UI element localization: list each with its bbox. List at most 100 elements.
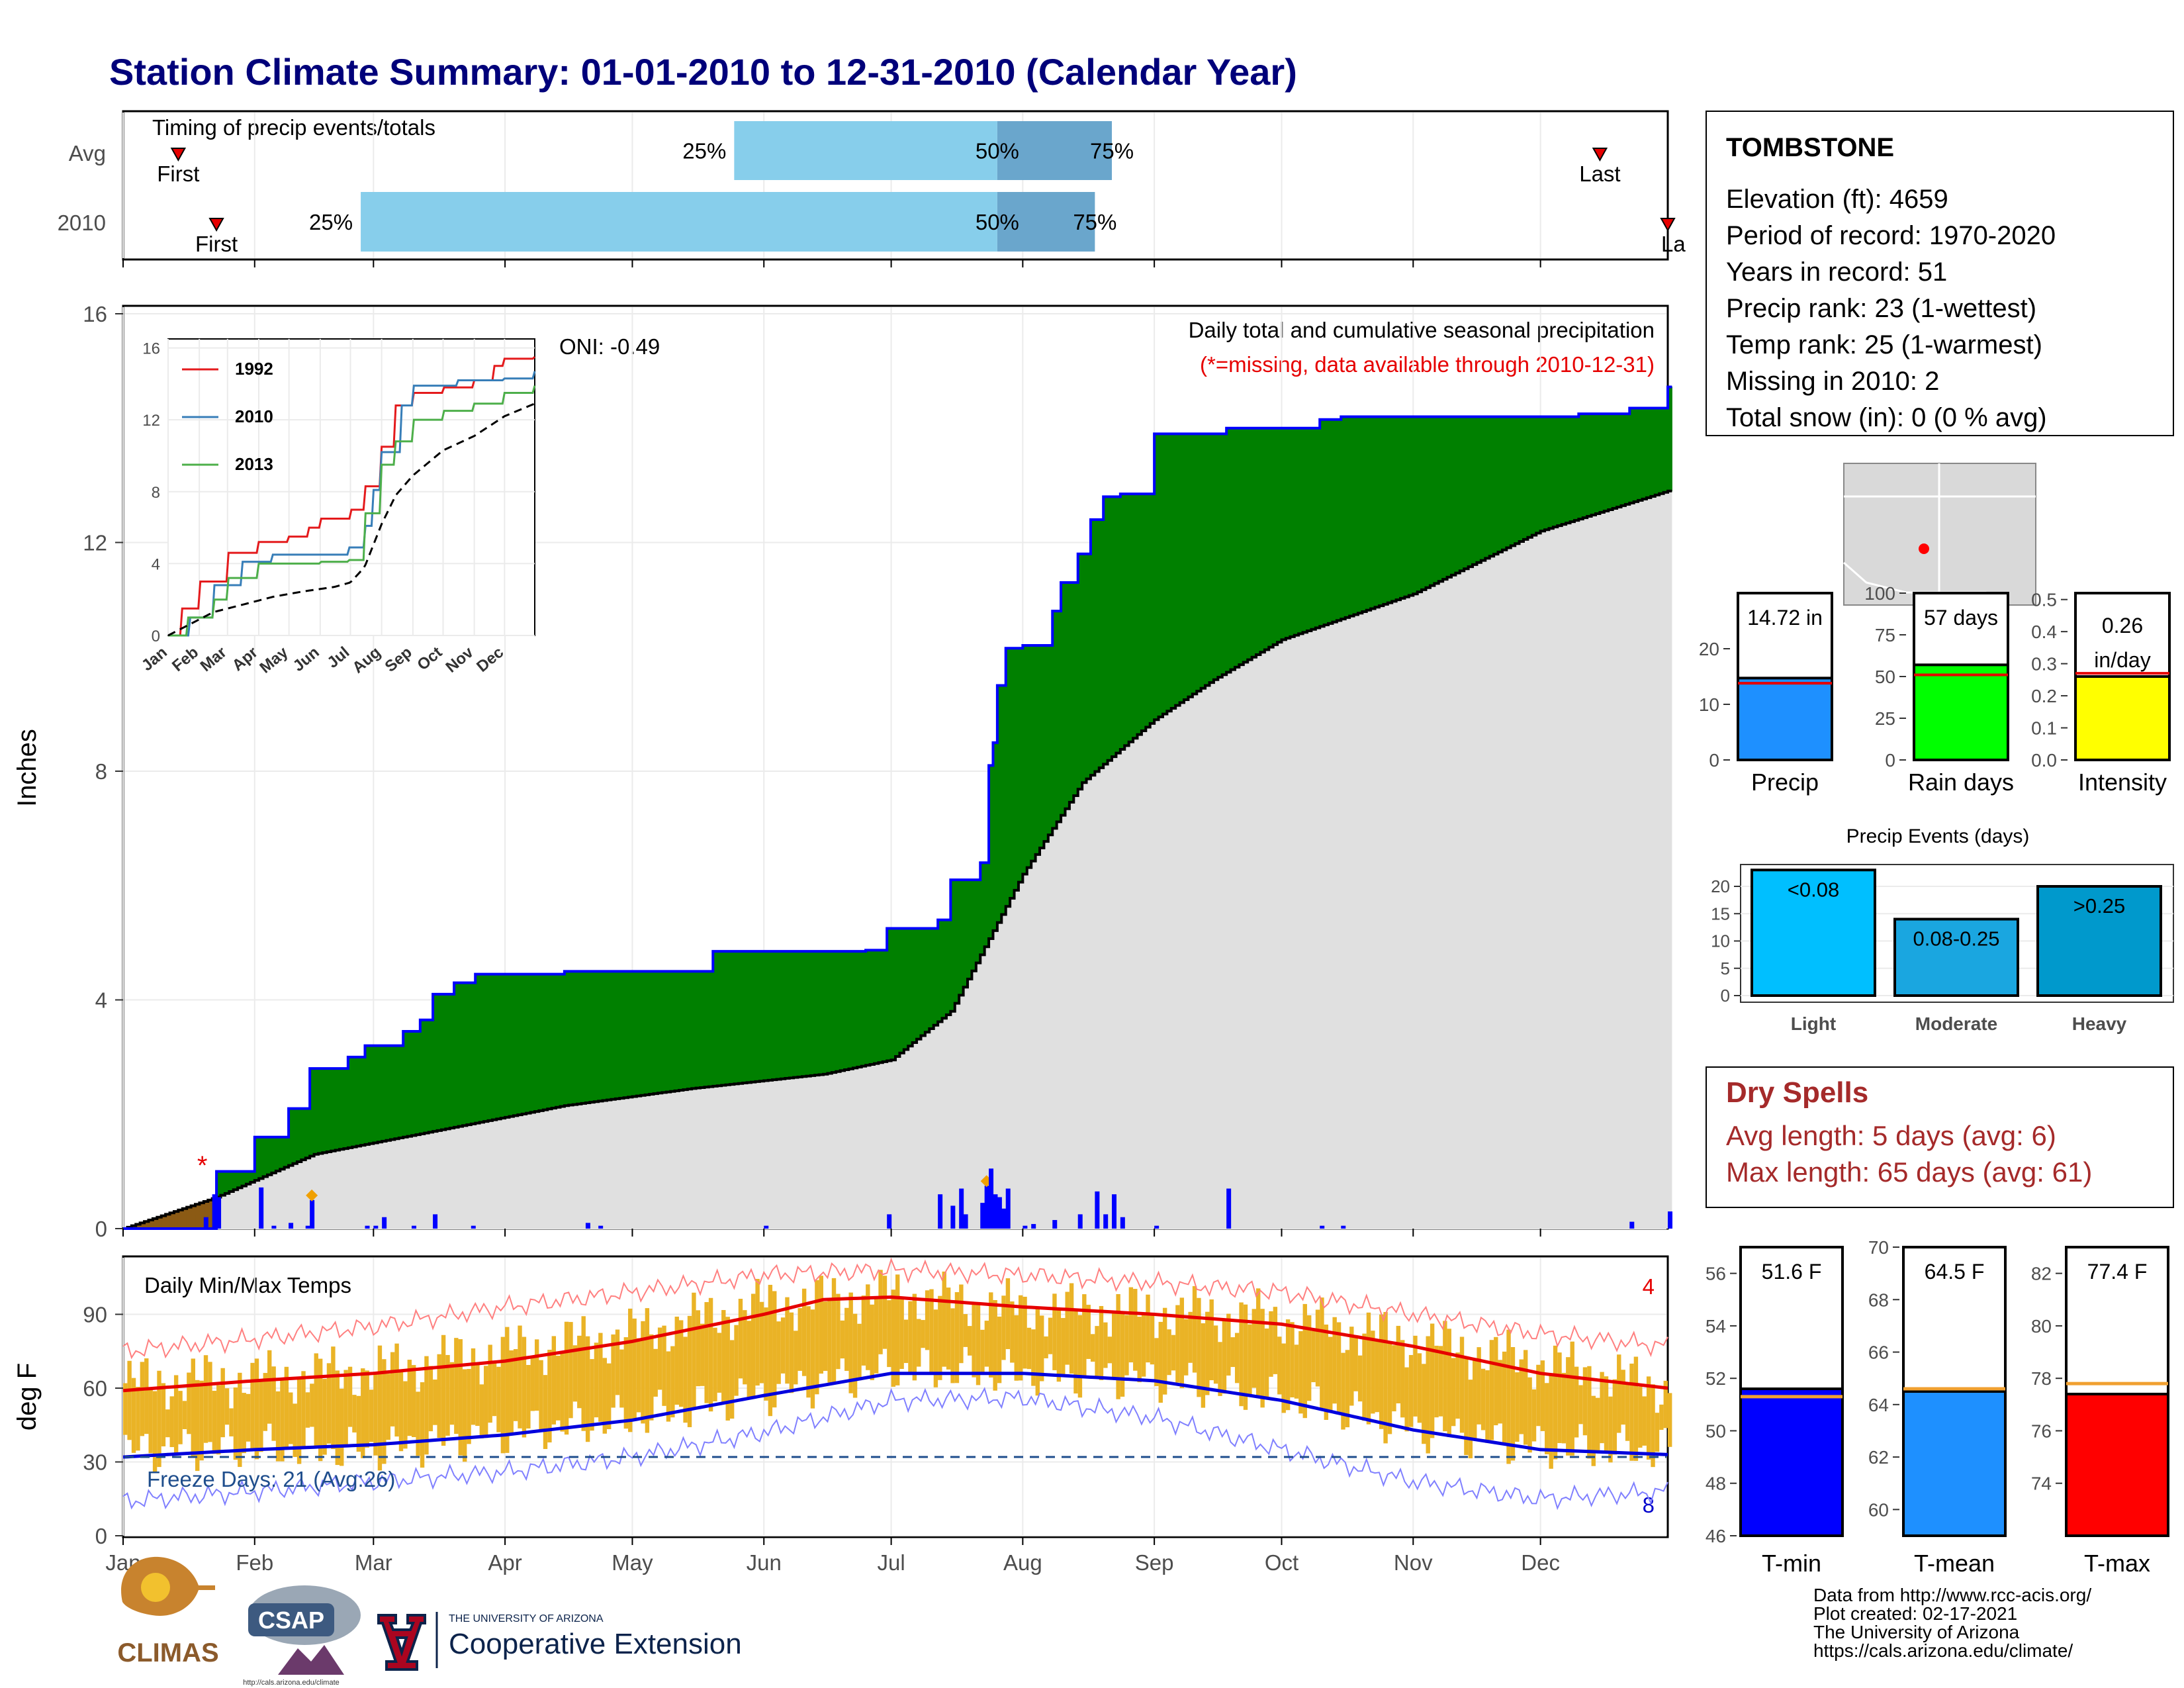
daily-temp-bar <box>1332 1317 1337 1404</box>
daily-temp-bar <box>161 1383 166 1446</box>
daily-temp-bar <box>1171 1335 1176 1371</box>
daily-temp-bar <box>1430 1323 1435 1438</box>
daily-temp-bar <box>1239 1302 1244 1407</box>
daily-temp-bar <box>1052 1293 1057 1370</box>
precip-events-bar-label: <0.08 <box>1788 878 1839 901</box>
daily-temp-bar <box>318 1358 323 1462</box>
daily-temp-bar <box>882 1276 887 1349</box>
daily-temp-bar <box>806 1306 811 1398</box>
daily-temp-bar <box>361 1368 365 1458</box>
page-title: Station Climate Summary: 01-01-2010 to 1… <box>109 51 1297 93</box>
month-axis-label: Aug <box>1003 1550 1042 1575</box>
inset-legend-label: 2013 <box>235 454 273 474</box>
daily-temp-bar <box>1222 1320 1227 1394</box>
temp-bar-tick-label-2: 74 <box>2031 1474 2052 1494</box>
climas-logo: CLIMAS <box>117 1556 219 1667</box>
daily-temp-bar <box>1201 1323 1206 1408</box>
daily-temp-bar <box>569 1322 573 1419</box>
daily-temp-bar <box>305 1392 310 1428</box>
first-label-avg: First <box>157 162 199 186</box>
record-max-line <box>122 1257 1668 1360</box>
daily-temp-bar <box>657 1327 662 1390</box>
daily-temp-bar <box>794 1331 798 1385</box>
daily-temp-bar <box>925 1290 930 1350</box>
temp-bar-value-0 <box>1739 1387 1844 1538</box>
daily-temp-bar <box>1026 1327 1032 1370</box>
daily-temp-bar <box>1570 1341 1574 1456</box>
daily-temp-bar <box>1158 1321 1163 1403</box>
daily-temp-bar <box>220 1368 225 1438</box>
precip-y-tick-label: 4 <box>95 988 107 1013</box>
summary-bar-value-2 <box>2074 675 2171 761</box>
daily-temp-bar <box>547 1350 552 1443</box>
daily-temp-bar <box>1638 1386 1643 1448</box>
station-period: Period of record: 1970-2020 <box>1726 221 2056 250</box>
daily-temp-bar <box>1375 1339 1379 1413</box>
daily-temp-bar <box>636 1338 641 1413</box>
daily-temp-bar <box>144 1358 149 1434</box>
daily-temp-bar <box>471 1348 476 1425</box>
daily-temp-bar <box>1167 1329 1171 1376</box>
daily-temp-bar <box>1120 1313 1125 1397</box>
summary-bar-tick-label-0: 0 <box>1709 750 1719 771</box>
temp-bar-value-1 <box>1902 1390 2007 1537</box>
station-info-frame <box>1706 111 2174 436</box>
freeze-days-label: Freeze Days: 21 (Avg:26) <box>147 1467 395 1491</box>
daily-temp-bar <box>509 1350 514 1434</box>
daily-precip-bar <box>373 1225 379 1229</box>
daily-temp-bar <box>1154 1338 1159 1386</box>
daily-temp-bar <box>917 1319 921 1367</box>
daily-temp-bar <box>1256 1288 1261 1398</box>
daily-temp-bar <box>407 1360 412 1436</box>
daily-temp-bar <box>1010 1301 1015 1363</box>
daily-precip-bar <box>938 1194 943 1229</box>
daily-temp-bar <box>1519 1359 1524 1434</box>
daily-temp-bar <box>844 1307 849 1371</box>
daily-temp-bar <box>1146 1294 1150 1363</box>
daily-temp-bar <box>1014 1315 1019 1381</box>
daily-temp-bar <box>301 1371 306 1449</box>
daily-temp-bar <box>1230 1337 1235 1368</box>
average-precip-line <box>123 489 1672 1230</box>
temp-bar-tick-label-2: 78 <box>2031 1368 2052 1389</box>
daily-temp-bar <box>628 1308 633 1432</box>
daily-temp-bar <box>1371 1331 1375 1414</box>
daily-temp-bar <box>1175 1305 1180 1383</box>
temp-y-tick-label: 30 <box>83 1450 107 1474</box>
daily-temp-bar <box>632 1318 637 1419</box>
daily-temp-bar <box>454 1338 459 1434</box>
daily-temp-bar <box>759 1301 764 1383</box>
daily-temp-bar <box>772 1291 777 1408</box>
daily-temp-bar <box>768 1284 773 1417</box>
daily-precip-bar <box>412 1225 417 1229</box>
daily-temp-bar <box>331 1346 336 1450</box>
timing-q50-label-2010: 50% <box>976 210 1019 234</box>
daily-temp-bar <box>259 1381 263 1452</box>
daily-temp-bar <box>386 1374 390 1440</box>
daily-temp-bar <box>1608 1396 1613 1463</box>
daily-temp-bar <box>938 1295 942 1380</box>
daily-temp-bar <box>173 1375 179 1455</box>
daily-temp-bar <box>238 1372 242 1468</box>
daily-temp-bar <box>369 1389 374 1442</box>
daily-temp-bar <box>1578 1385 1583 1425</box>
daily-temp-bar <box>729 1340 735 1419</box>
precip-events-bar-heavy <box>2036 885 2162 997</box>
temp-bar-name-2: T-max <box>2084 1550 2150 1577</box>
daily-precip-bar <box>212 1194 217 1229</box>
daily-temp-bar <box>136 1387 140 1451</box>
daily-temp-bar <box>1566 1357 1570 1456</box>
daily-temp-bar <box>1349 1327 1354 1406</box>
daily-temp-bar <box>1422 1364 1426 1444</box>
temp-bar-tick-label-0: 48 <box>1706 1474 1726 1494</box>
daily-temp-bar <box>1498 1360 1502 1424</box>
month-axis-label: Mar <box>355 1550 392 1575</box>
daily-temp-bar <box>437 1354 441 1438</box>
daily-temp-bar <box>1281 1343 1286 1413</box>
daily-temp-bar <box>1595 1397 1600 1454</box>
credit-plot-created: Plot created: 02-17-2021 <box>1813 1603 2017 1624</box>
summary-bar-tick-label-2: 0.5 <box>2031 590 2057 610</box>
daily-temp-bar <box>946 1288 951 1370</box>
daily-temp-bar <box>484 1366 488 1438</box>
daily-temp-bar <box>980 1329 985 1374</box>
